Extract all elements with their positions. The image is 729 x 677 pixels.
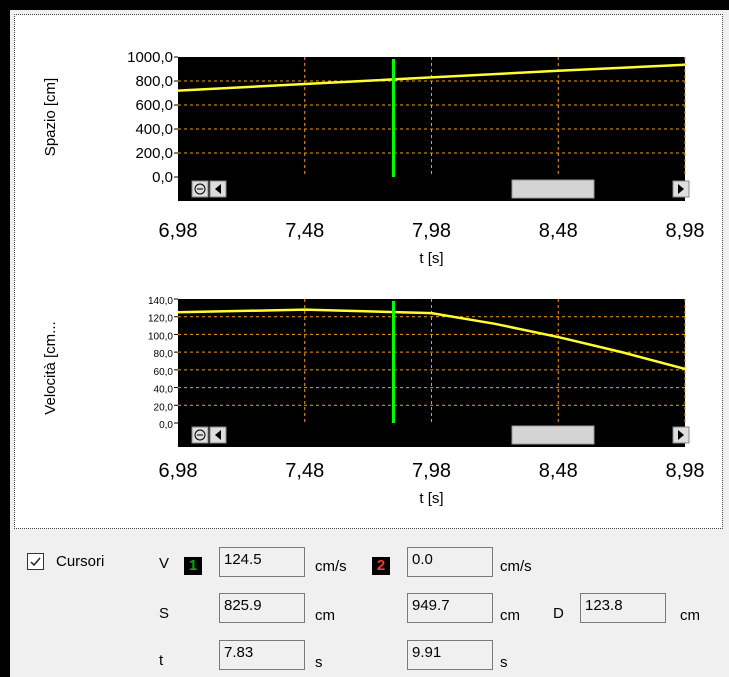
- cursor-1-badge: 1: [184, 557, 202, 575]
- zoom-circle-icon: [194, 429, 206, 441]
- t2-unit: s: [500, 654, 508, 671]
- t1-unit: s: [315, 654, 323, 671]
- y-axis-label: Spazio [cm]: [42, 78, 59, 156]
- y-tick-label: 600,0: [135, 97, 173, 114]
- cursori-label: Cursori: [56, 553, 105, 570]
- cursor-2-badge: 2: [372, 557, 390, 575]
- y-tick-label: 0,0: [159, 420, 173, 431]
- x-axis-label: t [s]: [419, 490, 443, 507]
- x-scrollbar[interactable]: [191, 179, 690, 199]
- s2-unit: cm: [500, 607, 520, 624]
- x-tick-label: 8,48: [539, 220, 578, 242]
- x-scrollbar[interactable]: [191, 425, 690, 445]
- y-tick-label: 100,0: [148, 331, 173, 342]
- v2-unit: cm/s: [500, 558, 532, 575]
- y-axis-label: Velocità [cm...: [42, 321, 59, 414]
- scroll-thumb: [511, 425, 595, 445]
- row-label-v: V: [159, 555, 170, 572]
- s1-field[interactable]: 825.9: [219, 593, 305, 623]
- arrow-right-icon: [678, 430, 684, 440]
- y-tick-label: 40,0: [154, 385, 174, 396]
- series-line: [177, 63, 686, 92]
- d-unit: cm: [680, 607, 700, 624]
- x-tick-label: 6,98: [159, 460, 198, 482]
- s2-field[interactable]: 949.7: [407, 593, 493, 623]
- v1-field[interactable]: 124.5: [219, 547, 305, 577]
- d-field[interactable]: 123.8: [580, 593, 666, 623]
- y-tick-label: 1000,0: [127, 49, 173, 66]
- t2-field[interactable]: 9.91: [407, 640, 493, 670]
- y-tick-label: 800,0: [135, 73, 173, 90]
- cursori-checkbox[interactable]: [27, 553, 44, 570]
- zoom-circle-icon: [194, 183, 206, 195]
- scroll-thumb: [511, 179, 595, 199]
- y-tick-label: 80,0: [154, 349, 174, 360]
- row-label-s: S: [159, 605, 170, 622]
- x-tick-label: 6,98: [159, 220, 198, 242]
- v2-field[interactable]: 0.0: [407, 547, 493, 577]
- arrow-right-icon: [678, 184, 684, 194]
- t1-field[interactable]: 7.83: [219, 640, 305, 670]
- y-tick-label: 200,0: [135, 145, 173, 162]
- d-label: D: [553, 605, 564, 622]
- y-tick-label: 140,0: [148, 296, 173, 307]
- x-tick-label: 7,98: [412, 220, 451, 242]
- y-tick-label: 0,0: [152, 169, 173, 186]
- x-tick-label: 8,98: [666, 460, 705, 482]
- y-tick-label: 400,0: [135, 121, 173, 138]
- chart-1: 1000,0 800,0 600,0 400,0 200,0 0,0 6,98 7,48 7,9…: [42, 49, 704, 267]
- chart-2: 140,0 120,0 100,0 80,0 60,0 40,0 20,0 0,0 6,98 7,…: [42, 296, 704, 507]
- x-tick-label: 8,48: [539, 460, 578, 482]
- x-tick-label: 7,48: [285, 460, 324, 482]
- v1-unit: cm/s: [315, 558, 347, 575]
- charts-canvas: 1000,0 800,0 600,0 400,0 200,0 0,0 6,98 7,48 7,9…: [42, 49, 704, 507]
- arrow-left-icon: [215, 184, 221, 194]
- row-label-t: t: [159, 652, 164, 669]
- y-tick-label: 120,0: [148, 314, 173, 325]
- y-tick-label: 60,0: [154, 367, 174, 378]
- s1-unit: cm: [315, 607, 335, 624]
- series-line: [177, 308, 686, 371]
- x-tick-label: 7,98: [412, 460, 451, 482]
- y-tick-label: 20,0: [154, 402, 174, 413]
- arrow-left-icon: [215, 430, 221, 440]
- x-axis-label: t [s]: [419, 250, 443, 267]
- chart-panel: 1000,0 800,0 600,0 400,0 200,0 0,0 6,98 7,48 7,9…: [14, 14, 723, 529]
- checkmark-icon: [30, 557, 41, 567]
- x-tick-label: 7,48: [285, 220, 324, 242]
- x-tick-label: 8,98: [666, 220, 705, 242]
